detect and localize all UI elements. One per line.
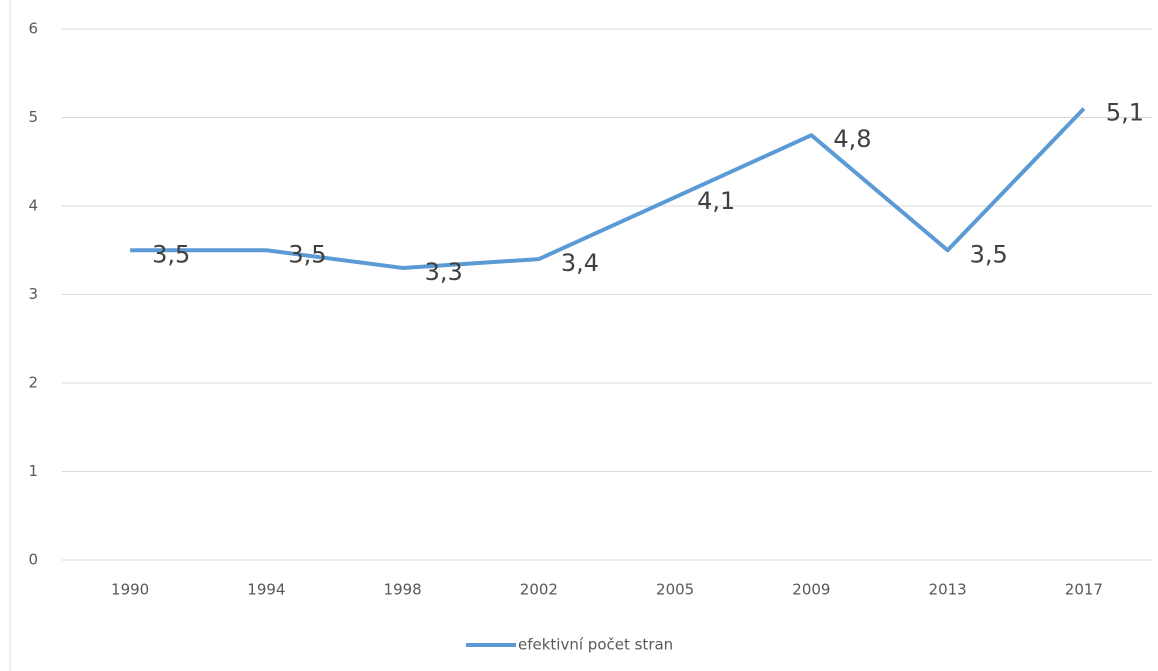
x-tick-label: 2009 bbox=[792, 581, 830, 599]
y-tick-label: 5 bbox=[28, 108, 38, 126]
series-line bbox=[130, 107, 1086, 270]
y-tick-label: 1 bbox=[28, 462, 38, 480]
y-tick-label: 2 bbox=[28, 374, 38, 392]
x-tick-label: 1990 bbox=[111, 581, 149, 599]
x-tick-label: 2013 bbox=[929, 581, 967, 599]
x-tick-label: 2017 bbox=[1065, 581, 1103, 599]
data-label: 5,1 bbox=[1106, 99, 1144, 127]
x-tick-label: 1994 bbox=[247, 581, 285, 599]
y-tick-label: 6 bbox=[28, 20, 38, 38]
x-tick-label: 2002 bbox=[520, 581, 558, 599]
data-label: 4,8 bbox=[833, 125, 871, 153]
x-tick-label: 1998 bbox=[384, 581, 422, 599]
data-label: 3,5 bbox=[288, 240, 326, 268]
x-tick-label: 2005 bbox=[656, 581, 694, 599]
y-tick-label: 4 bbox=[28, 197, 38, 215]
data-label: 3,3 bbox=[425, 258, 463, 286]
y-tick-label: 3 bbox=[28, 285, 38, 303]
legend-label: efektivní počet stran bbox=[518, 636, 673, 654]
data-label: 3,5 bbox=[970, 240, 1008, 268]
data-label: 3,5 bbox=[152, 240, 190, 268]
data-label: 3,4 bbox=[561, 249, 599, 277]
y-tick-label: 0 bbox=[28, 551, 38, 569]
data-label: 4,1 bbox=[697, 187, 735, 215]
